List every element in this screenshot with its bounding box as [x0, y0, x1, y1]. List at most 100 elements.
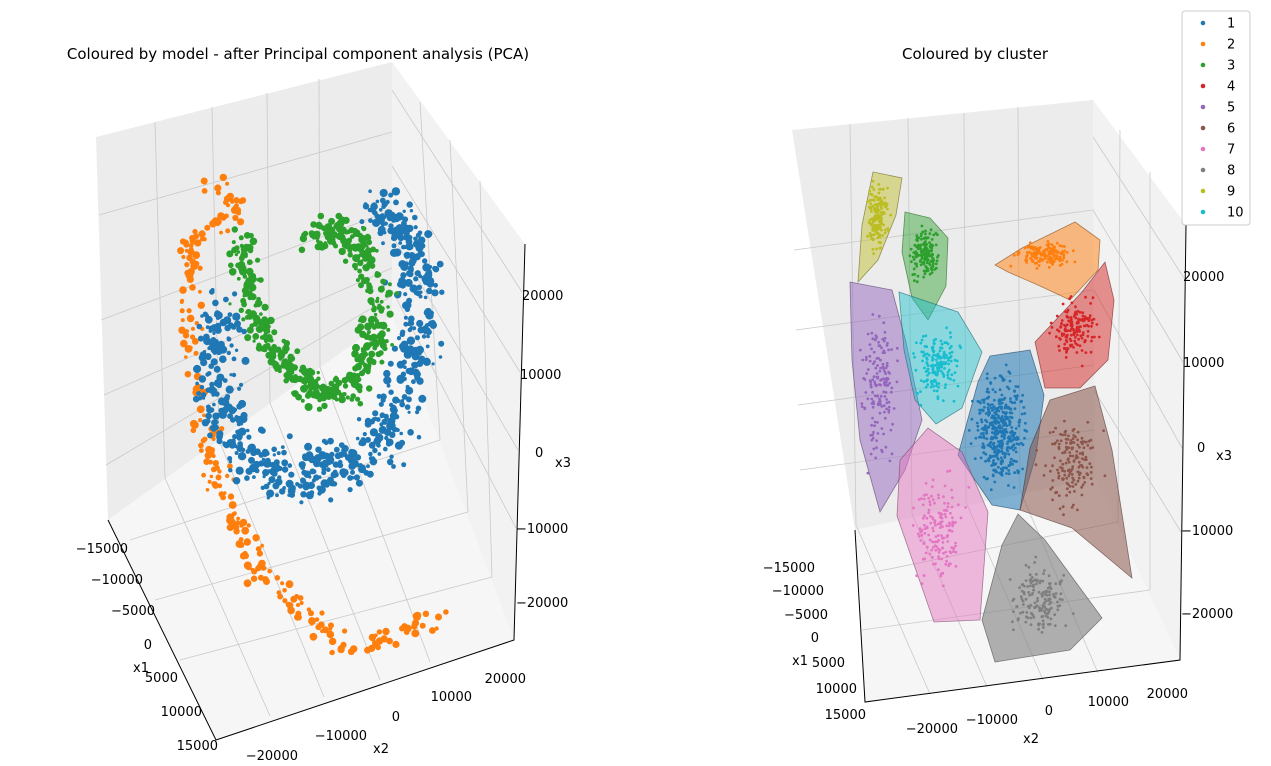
- blue-point: [332, 469, 338, 475]
- blue-point: [219, 355, 227, 364]
- cluster-10-point: [927, 353, 931, 357]
- right-x1-tick: −5000: [784, 608, 828, 623]
- cluster-6-point: [1086, 444, 1090, 447]
- cluster-6-point: [1051, 498, 1054, 502]
- cluster-2-point: [1026, 254, 1029, 257]
- cluster-4-point: [1064, 356, 1068, 359]
- orange-point: [225, 228, 231, 234]
- blue-point: [393, 199, 399, 206]
- cluster-1-point: [989, 445, 993, 449]
- cluster-2-point: [1031, 260, 1035, 263]
- cluster-1-point: [1021, 467, 1024, 471]
- green-point: [267, 316, 275, 325]
- cluster-1-point: [1007, 445, 1010, 449]
- cluster-4-point: [1065, 336, 1069, 339]
- green-point: [359, 259, 364, 263]
- green-point: [317, 212, 325, 220]
- cluster-1-point: [1001, 458, 1004, 462]
- cluster-6-point: [1082, 476, 1086, 480]
- green-point: [372, 305, 377, 310]
- cluster-7-point: [932, 529, 935, 533]
- cluster-5-point: [883, 336, 887, 340]
- cluster-6-point: [1071, 485, 1075, 488]
- blue-point: [208, 363, 214, 370]
- cluster-1-point: [984, 459, 987, 463]
- cluster-3-point: [922, 275, 925, 279]
- blue-point: [374, 213, 381, 220]
- orange-point: [246, 523, 251, 528]
- blue-point: [232, 291, 238, 297]
- blue-point: [412, 214, 418, 221]
- blue-point: [407, 265, 414, 272]
- cluster-2-point: [1051, 259, 1055, 263]
- blue-point: [391, 187, 401, 196]
- orange-point: [190, 326, 196, 331]
- blue-point: [389, 454, 394, 459]
- cluster-10-point: [925, 356, 928, 360]
- blue-point: [267, 481, 271, 486]
- cluster-8-point: [1024, 620, 1028, 624]
- cluster-7-point: [930, 494, 933, 498]
- cluster-6-point: [1061, 462, 1065, 466]
- left-x3-label: x3: [555, 456, 571, 471]
- cluster-1-point: [1010, 434, 1014, 437]
- cluster-5-point: [890, 348, 893, 351]
- green-point: [252, 321, 259, 327]
- cluster-1-point: [1001, 442, 1004, 446]
- cluster-2-point: [1045, 247, 1049, 251]
- blue-point: [400, 272, 407, 279]
- cluster-1-point: [1006, 436, 1010, 440]
- blue-point: [372, 447, 378, 454]
- orange-point: [277, 593, 283, 600]
- cluster-5-point: [872, 400, 875, 403]
- blue-point: [249, 463, 258, 473]
- cluster-7-point: [929, 521, 933, 525]
- cluster-7-point: [937, 568, 940, 571]
- orange-point: [214, 465, 220, 471]
- green-point: [245, 243, 254, 252]
- blue-point: [239, 444, 243, 448]
- cluster-4-point: [1097, 335, 1101, 339]
- cluster-9-point: [883, 231, 887, 235]
- cluster-3-point: [909, 247, 913, 251]
- orange-point: [219, 173, 227, 182]
- cluster-4-point: [1075, 333, 1079, 337]
- cluster-3-point: [925, 261, 929, 265]
- cluster-8-point: [1029, 581, 1033, 585]
- cluster-5-point: [873, 382, 877, 386]
- blue-point: [391, 464, 396, 469]
- cluster-10-point: [935, 353, 939, 357]
- green-point: [318, 242, 326, 251]
- cluster-4-point: [1069, 333, 1073, 337]
- cluster-1-point: [990, 406, 993, 410]
- orange-point: [194, 239, 202, 247]
- green-point: [255, 325, 264, 334]
- cluster-6-point: [1065, 448, 1069, 451]
- cluster-8-point: [1042, 622, 1045, 626]
- cluster-1-point: [993, 390, 997, 394]
- cluster-3-point: [916, 239, 919, 243]
- left-x1-tick: 15000: [177, 739, 218, 754]
- cluster-2-point: [1033, 254, 1037, 258]
- blue-point: [216, 434, 220, 438]
- blue-point: [401, 462, 407, 468]
- cluster-7-point: [946, 502, 950, 505]
- green-point: [377, 337, 386, 346]
- blue-point: [328, 458, 334, 465]
- cluster-10-point: [946, 373, 950, 377]
- blue-point: [221, 398, 230, 407]
- right-x1-tick: 15000: [825, 708, 866, 723]
- cluster-3-point: [908, 254, 912, 258]
- cluster-9-point: [880, 211, 883, 214]
- cluster-5-point: [869, 383, 873, 386]
- green-point: [338, 247, 346, 256]
- cluster-4-point: [1059, 337, 1062, 341]
- cluster-8-point: [1043, 597, 1047, 601]
- cluster-5-point: [883, 416, 887, 420]
- cluster-6-point: [1051, 442, 1054, 446]
- cluster-1-point: [1007, 452, 1011, 456]
- blue-point: [436, 260, 444, 268]
- cluster-3-point: [923, 272, 927, 276]
- cluster-1-point: [1005, 424, 1009, 428]
- cluster-9-point: [872, 198, 876, 202]
